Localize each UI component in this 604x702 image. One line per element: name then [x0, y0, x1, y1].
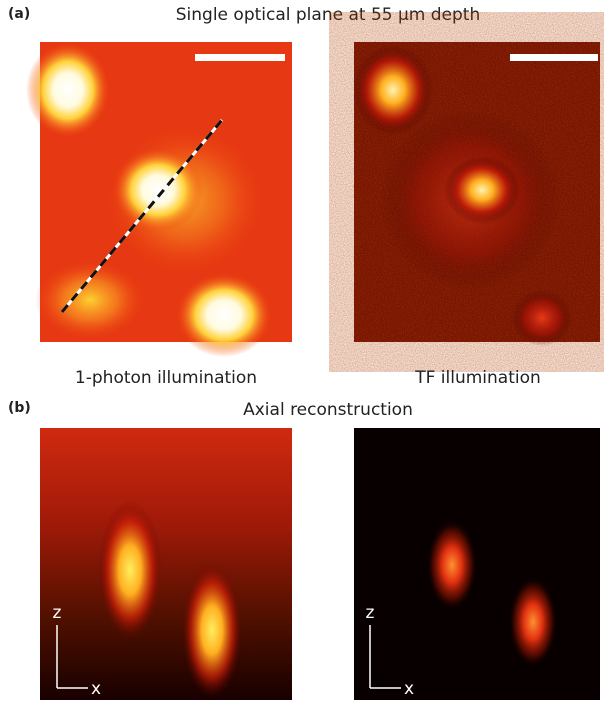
figure: (a) Single optical plane at 55 μm depth …: [0, 0, 604, 702]
axis-label: x: [404, 679, 414, 699]
panel-title: Single optical plane at 55 μm depth: [176, 5, 481, 25]
image-axial-1photon: z x: [40, 428, 292, 700]
axis-label: z: [53, 603, 62, 623]
axis-label: z: [366, 603, 375, 623]
image-axial-tf: z x: [354, 428, 600, 700]
image-1photon: [26, 42, 292, 357]
panel-title: Axial reconstruction: [243, 400, 413, 420]
caption: 1-photon illumination: [75, 368, 257, 388]
caption: TF illumination: [414, 368, 541, 388]
axis-label: x: [91, 679, 101, 699]
image-tf: [353, 42, 600, 346]
panel-label: (b): [8, 400, 31, 416]
panel-label: (a): [8, 6, 30, 22]
